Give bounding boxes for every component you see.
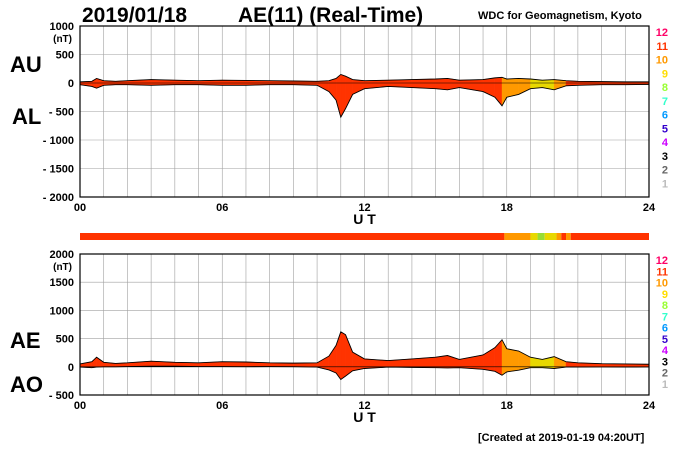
station-legend-label: 10 (656, 55, 668, 67)
y-tick-label: 2000 (50, 249, 74, 261)
y-tick-label: 0 (68, 362, 74, 374)
station-coverage-bar (80, 233, 649, 240)
x-tick-label: 06 (216, 400, 228, 412)
ae-series-line (79, 331, 650, 365)
chart-title: AE(11) (Real-Time) (238, 4, 424, 27)
station-legend-label: 11 (656, 41, 668, 53)
station-legend-label: 5 (662, 123, 668, 135)
station-legend-label: 12 (656, 27, 668, 39)
organization-label: WDC for Geomagnetism, Kyoto (478, 10, 642, 22)
station-legend-label: 12 (656, 255, 668, 267)
station-legend-label: 5 (662, 334, 668, 346)
station-legend-label: 3 (662, 151, 668, 163)
data-area-segment (530, 78, 543, 89)
ao-series-line (79, 365, 650, 381)
station-legend-label: 8 (662, 82, 668, 94)
data-area-segment (328, 344, 337, 374)
station-legend-label: 9 (662, 68, 668, 80)
data-area-segment (435, 78, 448, 91)
al-series-line (79, 83, 650, 119)
y-tick-label: - 1500 (43, 164, 74, 176)
x-tick-label: 00 (74, 202, 86, 214)
y-tick-label: - 500 (49, 107, 74, 119)
y-tick-label: - 1000 (43, 135, 74, 147)
y-tick-label: 1000 (50, 305, 74, 317)
plot-frame (79, 25, 650, 198)
station-legend-label: 1 (662, 178, 668, 190)
created-timestamp: [Created at 2019-01-19 04:20UT] (478, 432, 645, 444)
x-tick-label: 24 (643, 202, 656, 214)
y-tick-label: 0 (68, 78, 74, 90)
x-axis-label: U T (353, 211, 376, 227)
y-tick-label: 500 (56, 50, 74, 62)
data-area-segment (96, 356, 104, 368)
station-legend-label: 2 (662, 165, 668, 177)
station-legend-label: 6 (662, 110, 668, 122)
x-tick-label: 00 (74, 400, 86, 412)
station-bar-segment (80, 233, 505, 240)
data-area-segment (494, 339, 503, 376)
data-area-segment (506, 348, 519, 373)
data-area-segment (222, 361, 247, 367)
station-legend-label: 4 (662, 137, 669, 149)
chart-date: 2019/01/18 (82, 4, 188, 27)
au-label: AU (10, 52, 42, 77)
ae-label: AE (10, 328, 41, 353)
ao-label: AO (10, 372, 43, 397)
station-bar-segment (570, 233, 649, 240)
station-legend-label: 9 (662, 289, 668, 301)
data-area-segment (352, 79, 365, 95)
station-legend-label: 4 (662, 345, 669, 357)
station-legend-label: 3 (662, 356, 668, 368)
station-legend-label: 2 (662, 368, 668, 380)
x-tick-label: 12 (358, 202, 370, 214)
station-legend-label: 7 (662, 311, 668, 323)
x-tick-label: 06 (216, 202, 228, 214)
data-area-segment (345, 334, 353, 377)
y-tick-label: 1500 (50, 277, 74, 289)
station-bar-segment (530, 233, 538, 240)
data-area-segment (91, 356, 97, 368)
data-area-segment (345, 75, 353, 109)
station-legend-label: 8 (662, 300, 668, 312)
data-area-segment (352, 351, 365, 371)
station-legend-label: 6 (662, 323, 668, 335)
station-legend-label: 7 (662, 96, 668, 108)
data-area-segment (340, 331, 346, 380)
x-tick-label: 18 (501, 400, 513, 412)
data-area-segment (335, 74, 341, 118)
station-bar-segment (544, 233, 557, 240)
al-label: AL (12, 104, 42, 129)
station-legend-label: 11 (656, 266, 668, 278)
y-tick-label: - 500 (49, 390, 74, 402)
station-legend-label: 10 (656, 278, 668, 290)
plot-frame (79, 253, 650, 396)
x-axis-label: U T (353, 409, 376, 425)
y-tick-label: 500 (56, 334, 74, 346)
data-area-segment (328, 78, 337, 101)
station-bar-segment (504, 233, 531, 240)
x-tick-label: 12 (358, 400, 370, 412)
y-tick-label: - 2000 (43, 192, 74, 204)
station-bar-segment (537, 233, 545, 240)
station-bar-segment (566, 233, 571, 240)
y-tick-label: 1000 (50, 21, 74, 33)
station-bar-segment (561, 233, 567, 240)
y-axis-unit: (nT) (53, 262, 72, 273)
x-tick-label: 24 (643, 400, 656, 412)
y-axis-unit: (nT) (53, 34, 72, 45)
station-legend-label: 1 (662, 379, 668, 391)
data-area-segment (411, 78, 436, 89)
au-series-line (79, 73, 649, 83)
x-tick-label: 18 (501, 202, 513, 214)
station-bar-segment (556, 233, 562, 240)
